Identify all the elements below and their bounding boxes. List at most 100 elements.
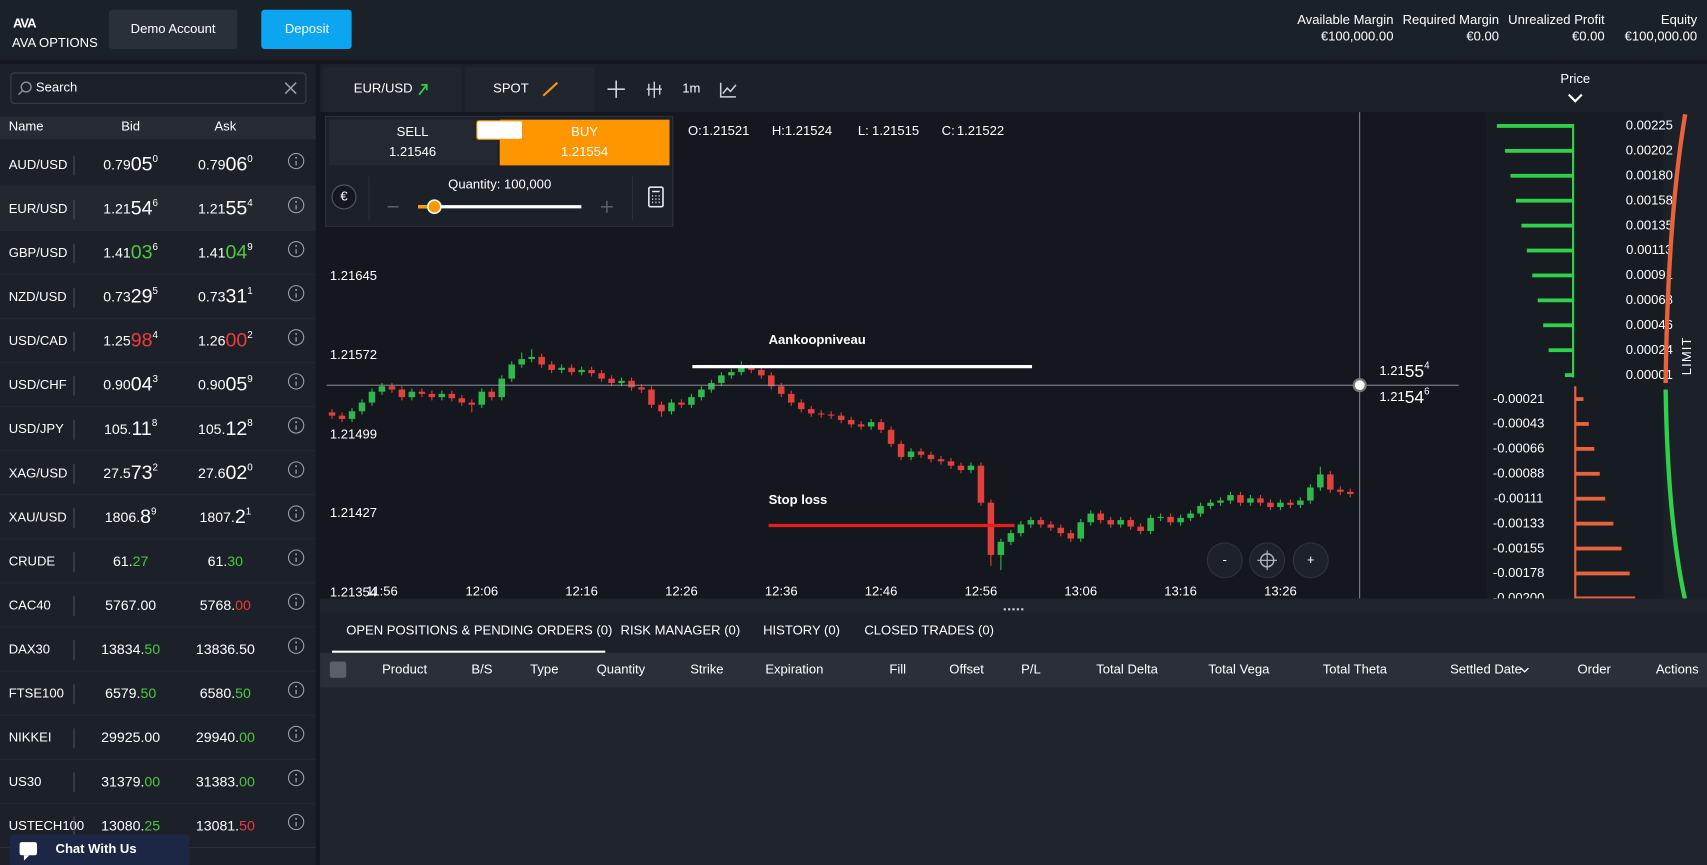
orders-column[interactable]: Fill: [889, 662, 906, 677]
orders-tab[interactable]: CLOSED TRADES (0): [864, 623, 994, 638]
buy-price[interactable]: 1.21554: [561, 144, 608, 159]
demo-account-button[interactable]: [108, 9, 238, 49]
info-icon[interactable]: [287, 725, 305, 743]
depth-bar: [1515, 198, 1574, 203]
watchlist-row[interactable]: FTSE100 6579.50 6580.50: [0, 671, 316, 716]
orders-column[interactable]: Order: [1577, 662, 1611, 677]
zoom-button[interactable]: [1206, 542, 1243, 579]
row-background[interactable]: [0, 495, 316, 540]
info-icon[interactable]: [287, 329, 305, 346]
select-all-checkbox[interactable]: [329, 661, 347, 678]
row-background[interactable]: [0, 186, 316, 231]
row-background[interactable]: [0, 583, 316, 628]
info-icon[interactable]: [287, 196, 305, 214]
watchlist-row[interactable]: USD/CHF 0.90043 0.90059: [0, 362, 316, 408]
orders-column[interactable]: Offset: [949, 662, 984, 677]
row-background[interactable]: [0, 274, 316, 319]
orders-column[interactable]: Total Vega: [1208, 662, 1270, 677]
search-box[interactable]: [10, 72, 307, 104]
calculator-icon[interactable]: [648, 186, 664, 208]
depth-bar: [1575, 397, 1584, 401]
candle-body: [548, 364, 555, 370]
demo-account-label[interactable]: Demo Account: [131, 21, 216, 36]
mode-selector[interactable]: [464, 67, 595, 113]
sell-label[interactable]: SELL: [397, 124, 429, 139]
row-background[interactable]: [0, 539, 316, 584]
zoom-label[interactable]: -: [1223, 552, 1227, 567]
buy-button[interactable]: [499, 119, 670, 166]
watchlist-row[interactable]: CAC40 5767.00 5768.00: [0, 583, 316, 628]
watchlist-row[interactable]: US30 31379.00 31383.00: [0, 759, 316, 805]
interval-label[interactable]: 1m: [682, 81, 700, 96]
row-background[interactable]: [0, 406, 316, 451]
watchlist-row[interactable]: XAU/USD 1806.89 1807.21: [0, 495, 316, 540]
deposit-button[interactable]: [261, 9, 352, 49]
price-pips: 31: [225, 286, 247, 308]
orders-column[interactable]: Total Theta: [1323, 662, 1388, 677]
depth-side[interactable]: LIMIT: [1679, 336, 1694, 375]
info-icon[interactable]: [287, 813, 305, 831]
row-background[interactable]: [0, 142, 316, 187]
orders-column[interactable]: Strike: [690, 662, 723, 677]
row-background[interactable]: [0, 230, 316, 275]
orders-column[interactable]: Type: [530, 662, 558, 677]
info-icon[interactable]: [287, 461, 305, 478]
depth-header[interactable]: Price: [1560, 71, 1590, 86]
watchlist-row[interactable]: USD/CAD 1.25984 1.26002: [0, 318, 316, 364]
orders-column[interactable]: Product: [382, 662, 427, 677]
row-background[interactable]: [0, 627, 316, 672]
row-background[interactable]: [0, 671, 316, 716]
watchlist-row[interactable]: GBP/USD 1.41036 1.41049: [0, 230, 316, 276]
deposit-label[interactable]: Deposit: [285, 21, 330, 36]
row-background[interactable]: [0, 759, 316, 804]
currency-button[interactable]: [331, 184, 357, 210]
info-icon[interactable]: [287, 417, 305, 434]
row-background[interactable]: [0, 715, 316, 760]
chat-button[interactable]: [9, 834, 190, 865]
orders-column[interactable]: Actions: [1656, 662, 1699, 677]
orders-tab[interactable]: RISK MANAGER (0): [621, 623, 741, 638]
info-icon[interactable]: [287, 593, 305, 610]
orders-tab[interactable]: HISTORY (0): [763, 623, 840, 638]
orders-tab[interactable]: OPEN POSITIONS & PENDING ORDERS (0): [346, 623, 612, 638]
orders-column[interactable]: Settled Date: [1450, 662, 1522, 677]
sell-button[interactable]: [328, 119, 498, 166]
currency-symbol[interactable]: €: [340, 188, 348, 203]
info-icon[interactable]: [287, 637, 305, 654]
chat-label[interactable]: Chat With Us: [56, 841, 137, 856]
info-icon[interactable]: [287, 285, 305, 302]
info-icon[interactable]: [287, 505, 305, 522]
orders-column[interactable]: P/L: [1021, 662, 1041, 677]
orders-column[interactable]: B/S: [471, 662, 492, 677]
info-icon[interactable]: [287, 769, 305, 787]
symbol-selector[interactable]: [323, 67, 462, 113]
watchlist-row[interactable]: CRUDE 61.27 61.30: [0, 539, 316, 584]
info-icon[interactable]: [287, 373, 305, 390]
watchlist-row[interactable]: AUD/USD 0.79050 0.79060: [0, 142, 316, 188]
price-main: 1.26: [198, 332, 226, 348]
x-tick-label: 12:26: [665, 583, 698, 598]
watchlist-row[interactable]: USD/JPY 105.118 105.128: [0, 406, 316, 452]
slider-knob[interactable]: [427, 199, 442, 215]
sell-price[interactable]: 1.21546: [389, 144, 436, 159]
candle-body: [378, 386, 386, 392]
watchlist-row[interactable]: NIKKEI 29925.00 29940.00: [0, 715, 316, 761]
orders-column[interactable]: Quantity: [597, 662, 646, 677]
row-background[interactable]: [0, 450, 316, 496]
buy-label[interactable]: BUY: [571, 124, 598, 139]
info-icon[interactable]: [287, 681, 305, 698]
zoom-label[interactable]: +: [1307, 552, 1315, 567]
watchlist-row[interactable]: XAG/USD 27.5732 27.6020: [0, 450, 316, 496]
info-icon[interactable]: [287, 152, 305, 170]
orders-column[interactable]: Total Delta: [1096, 662, 1158, 677]
watchlist-row[interactable]: NZD/USD 0.73295 0.73311: [0, 274, 316, 320]
info-icon[interactable]: [287, 241, 305, 258]
price-pips: 00: [239, 773, 255, 789]
info-icon[interactable]: [287, 549, 305, 566]
watchlist-row[interactable]: EUR/USD 1.21546 1.21554: [0, 186, 316, 232]
watchlist-row[interactable]: DAX30 13834.50 13836.50: [0, 627, 316, 672]
orders-column[interactable]: Expiration: [765, 662, 823, 677]
row-background[interactable]: [0, 362, 316, 407]
zoom-button[interactable]: [1292, 542, 1329, 579]
row-background[interactable]: [0, 318, 316, 363]
